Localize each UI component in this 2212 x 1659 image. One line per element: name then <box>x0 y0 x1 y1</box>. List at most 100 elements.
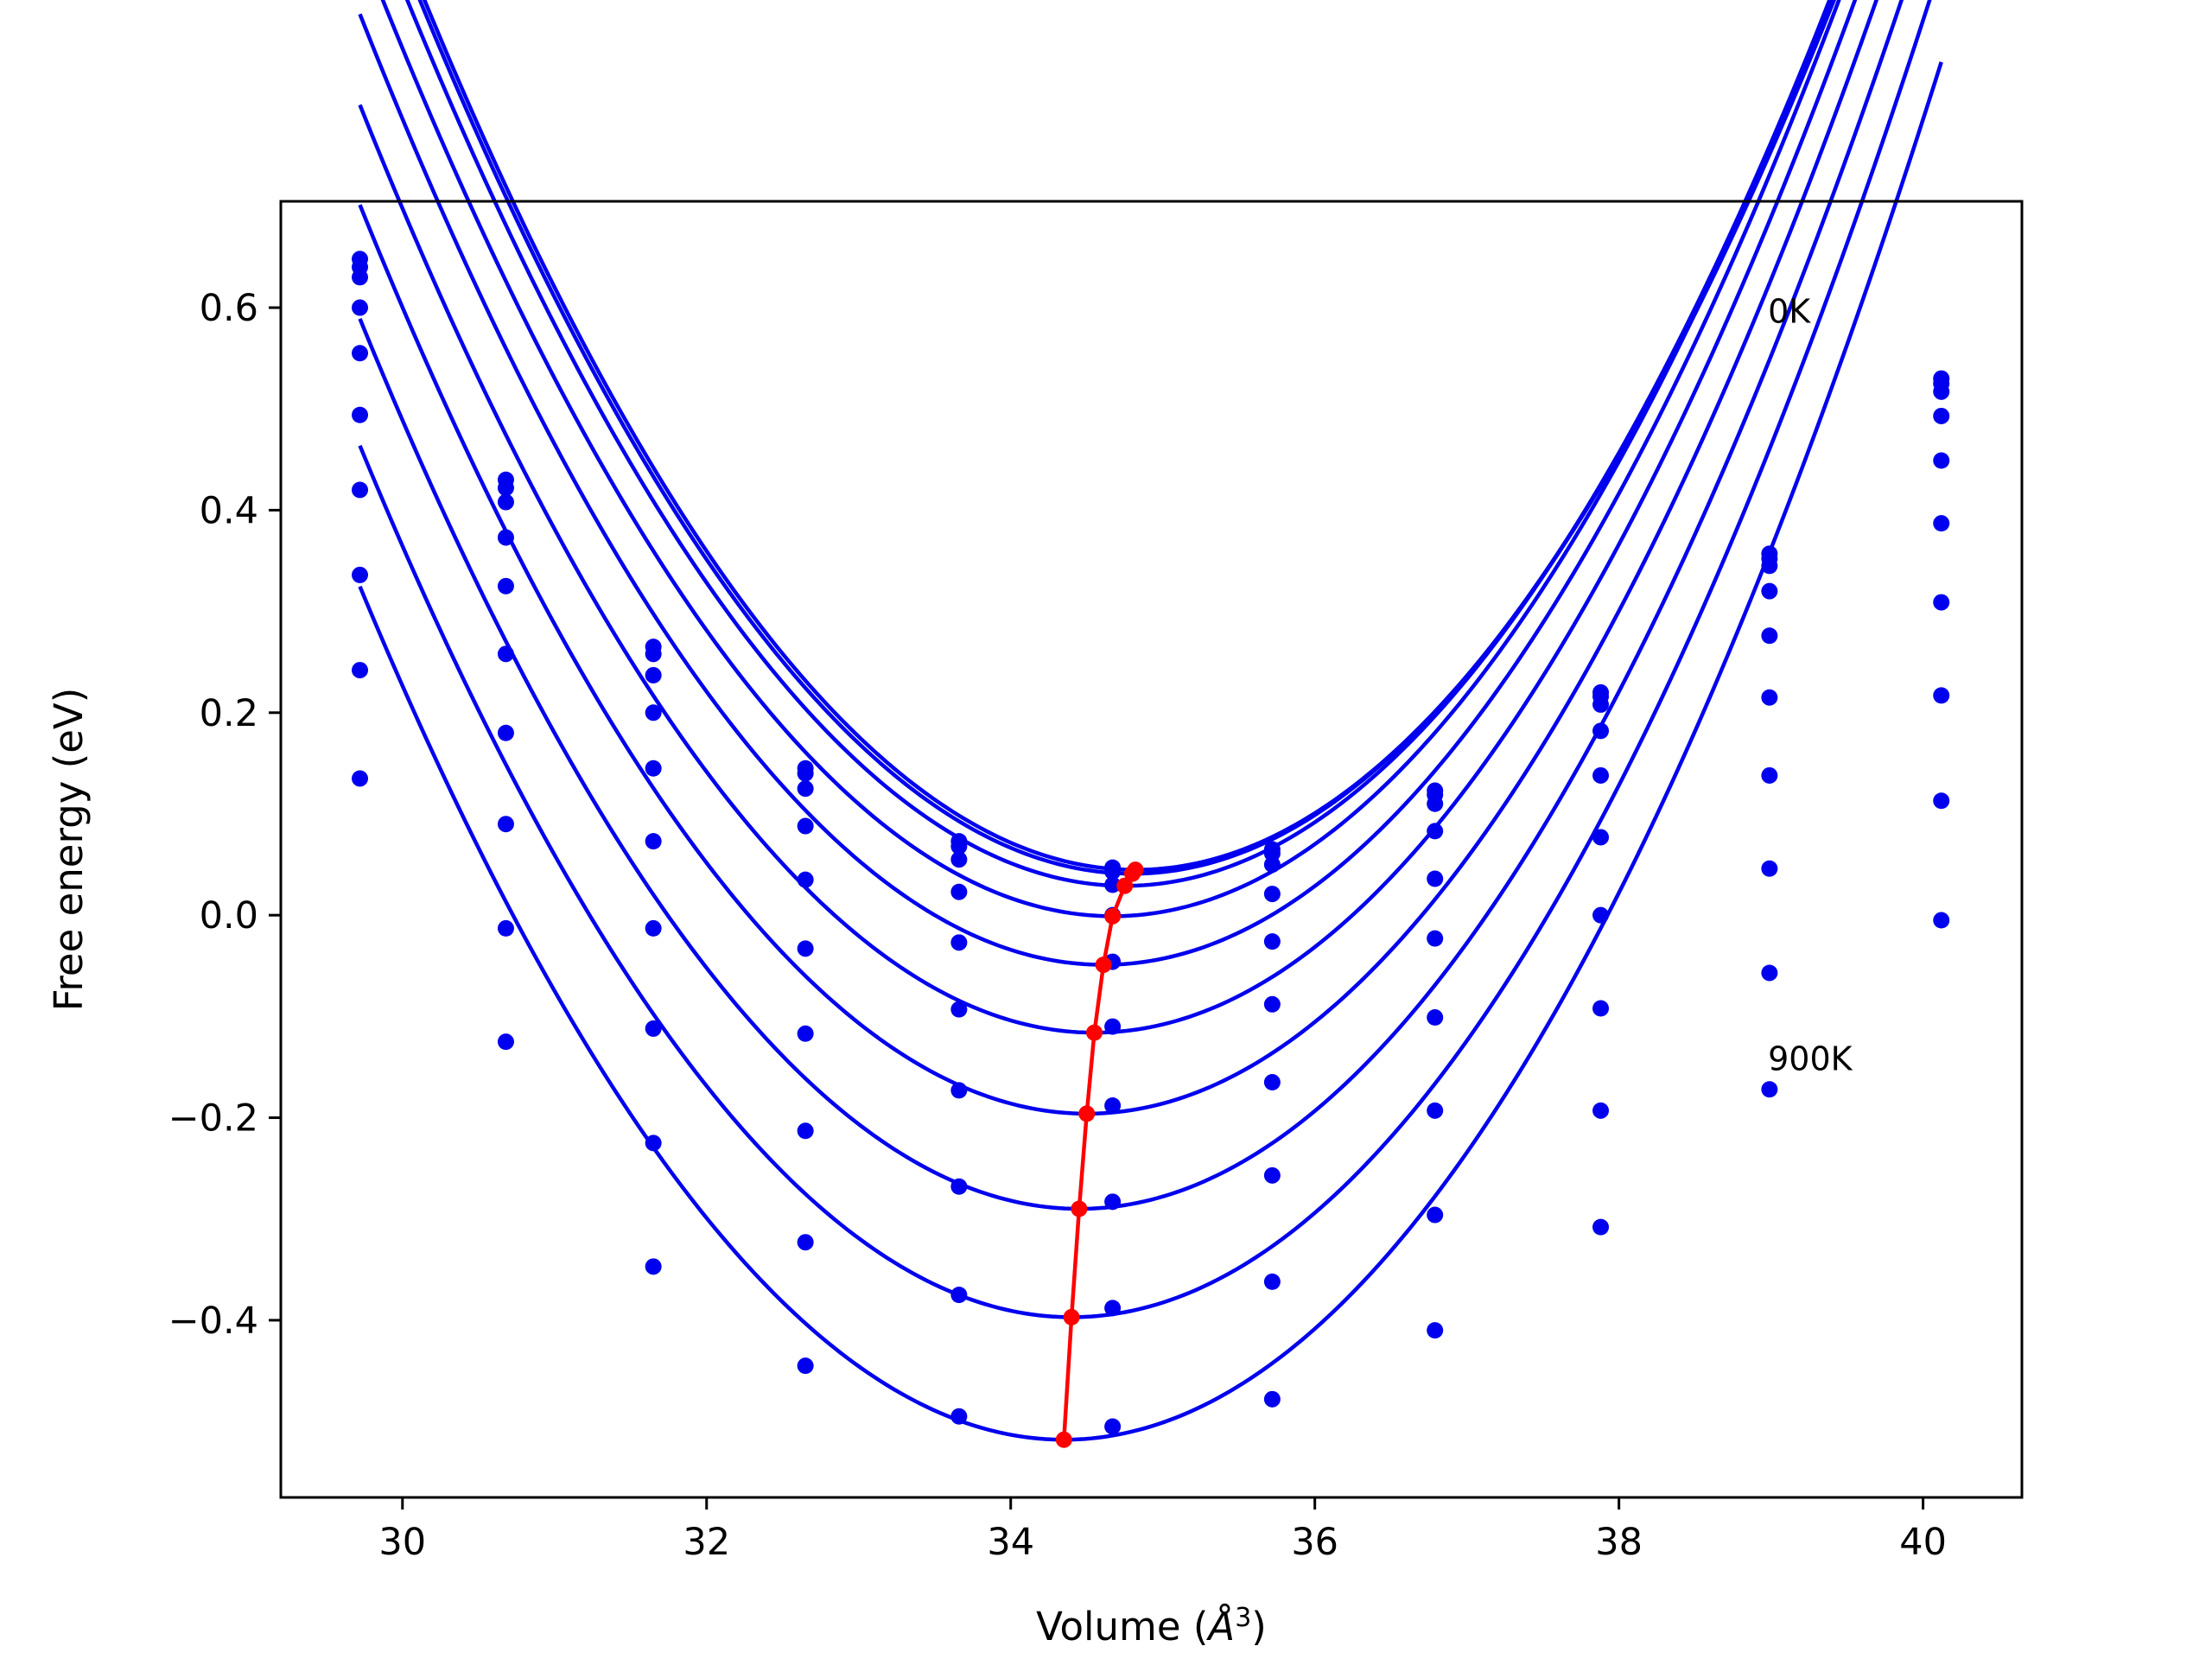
data-point <box>352 406 369 423</box>
data-point <box>1933 515 1950 532</box>
x-tick-label: 34 <box>987 1521 1034 1564</box>
y-tick-label: 0.6 <box>200 287 258 330</box>
data-point <box>1933 792 1950 810</box>
data-point <box>1761 964 1778 982</box>
data-point <box>1263 1273 1281 1290</box>
data-point <box>1263 1074 1281 1091</box>
series-7 <box>352 0 1950 1116</box>
minimum-point <box>1124 865 1141 882</box>
data-point <box>1761 627 1778 645</box>
data-point <box>1427 1009 1444 1027</box>
data-point <box>950 1001 968 1018</box>
data-point <box>645 645 662 663</box>
fit-curve <box>358 0 1841 967</box>
annotation-1: 0K <box>1768 293 1811 331</box>
data-point <box>797 765 814 782</box>
data-point <box>497 493 514 511</box>
x-axis-label-symbol: Å <box>1205 1604 1235 1649</box>
data-point <box>797 780 814 798</box>
data-point <box>497 577 514 594</box>
data-point <box>1592 1218 1610 1236</box>
data-point <box>497 1033 514 1051</box>
data-point <box>497 724 514 741</box>
data-point <box>1592 696 1610 713</box>
data-point <box>645 1258 662 1275</box>
data-point <box>352 662 369 679</box>
data-point <box>1933 912 1950 929</box>
axes-frame <box>279 200 2024 1499</box>
data-point <box>1263 1390 1281 1408</box>
data-point <box>1104 863 1122 880</box>
fit-curve <box>358 0 1904 1211</box>
y-tick-label: 0.0 <box>200 894 258 938</box>
fit-curve <box>404 0 1833 888</box>
data-point <box>1104 876 1122 893</box>
data-point <box>352 299 369 316</box>
y-axis-label: Free energy (eV) <box>46 688 92 1011</box>
x-axis-label-exponent: 3 <box>1235 1603 1251 1633</box>
fit-curve <box>358 0 1879 1116</box>
data-point <box>1104 1193 1122 1211</box>
data-point <box>1427 930 1444 947</box>
series-3 <box>352 0 1950 893</box>
data-point <box>1933 452 1950 469</box>
data-point <box>797 817 814 835</box>
data-point <box>1427 1206 1444 1224</box>
fit-curve <box>358 0 1858 1035</box>
data-point <box>497 816 514 833</box>
x-tick-label: 30 <box>378 1521 426 1564</box>
x-axis-label-text: Volume ( <box>1036 1604 1208 1649</box>
data-point <box>1263 933 1281 950</box>
data-point <box>1104 1096 1122 1114</box>
data-point <box>950 1287 968 1304</box>
data-point <box>950 1408 968 1425</box>
data-point <box>950 1178 968 1195</box>
minimum-point <box>1063 1308 1080 1325</box>
series-9 <box>352 0 1950 1319</box>
data-point <box>1427 870 1444 887</box>
data-point <box>645 833 662 850</box>
data-point <box>1933 687 1950 704</box>
data-point <box>645 704 662 721</box>
data-point <box>1104 1300 1122 1317</box>
x-axis-label-close: ) <box>1251 1604 1267 1649</box>
data-point <box>950 883 968 900</box>
y-tick-label: −0.2 <box>168 1097 258 1141</box>
minimum-point <box>1078 1105 1096 1122</box>
fit-curve <box>380 0 1832 918</box>
plot-area <box>352 0 1950 1448</box>
minimum-point <box>1095 957 1112 974</box>
minimum-point <box>1086 1024 1103 1041</box>
x-tick-label: 32 <box>683 1521 730 1564</box>
data-point <box>1761 860 1778 877</box>
data-point <box>1761 766 1778 784</box>
data-point <box>1263 886 1281 903</box>
x-tick-label: 40 <box>1899 1521 1947 1564</box>
series-8 <box>352 0 1950 1211</box>
x-tick-label: 38 <box>1595 1521 1643 1564</box>
axis-ticks: 30 32 34 36 38 40 −0.4 −0.2 0.0 0.2 0.4 0.6 <box>168 287 1947 1564</box>
series-4 <box>352 0 1950 924</box>
data-point <box>1933 407 1950 424</box>
data-point <box>645 760 662 777</box>
minimum-point <box>1116 877 1134 894</box>
data-point <box>1592 766 1610 784</box>
minimum-point <box>1071 1200 1088 1217</box>
fit-curve <box>358 0 1932 1319</box>
data-point <box>797 1025 814 1042</box>
data-point <box>1592 829 1610 846</box>
data-point <box>1592 1102 1610 1119</box>
data-point <box>1761 689 1778 706</box>
data-point <box>797 1234 814 1251</box>
data-point <box>950 851 968 868</box>
data-point <box>497 919 514 937</box>
annotations: 0K 900K <box>1768 293 1853 1078</box>
minimum-point <box>1055 1431 1072 1448</box>
data-point <box>950 1082 968 1099</box>
data-point <box>1104 1018 1122 1035</box>
data-point <box>352 566 369 583</box>
data-point <box>1263 1166 1281 1184</box>
data-point <box>645 666 662 683</box>
